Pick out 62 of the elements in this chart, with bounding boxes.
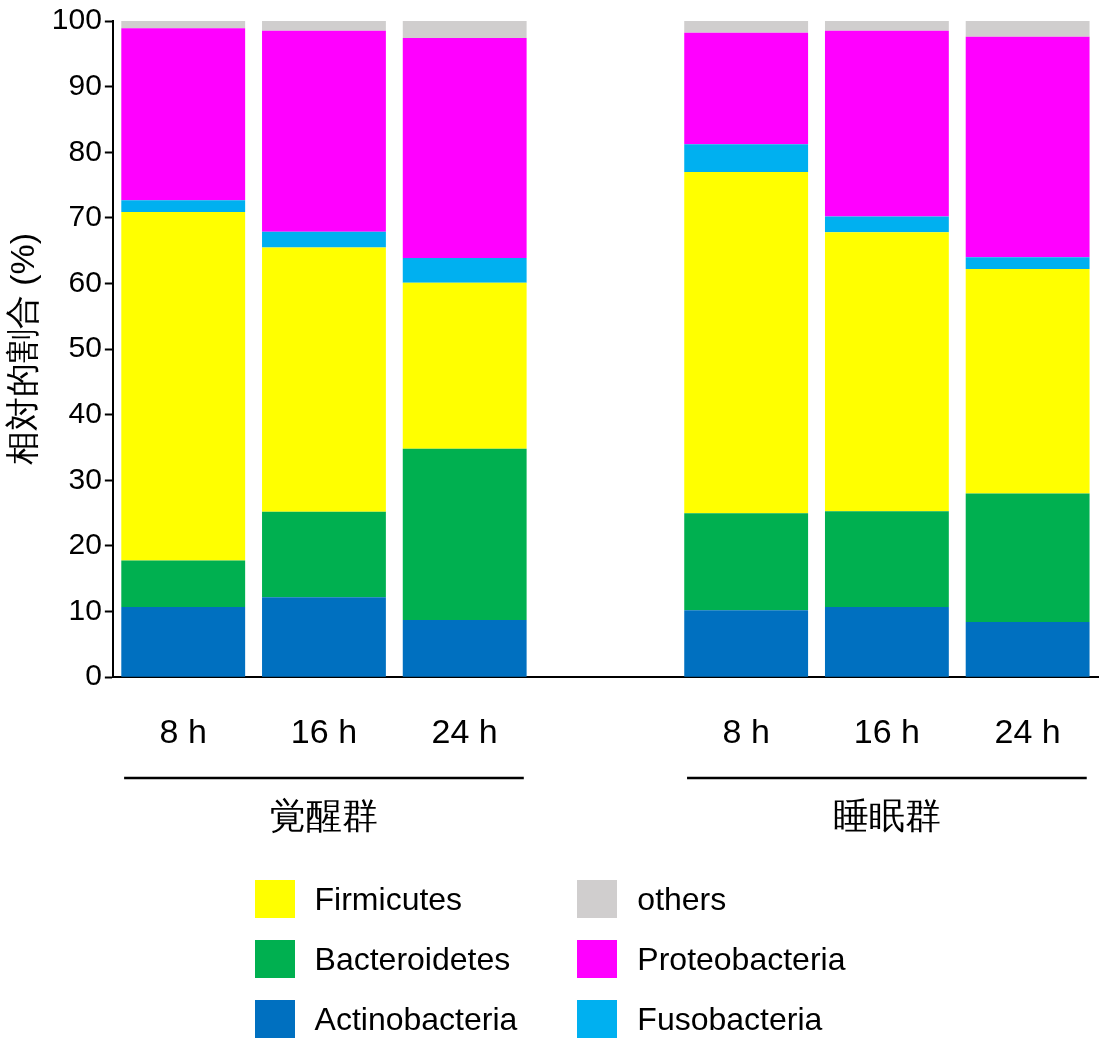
bar [402, 21, 527, 39]
legend-label: Fusobacteria [637, 1000, 823, 1038]
y-tick-label: 0 [85, 658, 102, 692]
bar [965, 622, 1090, 677]
bar [965, 269, 1090, 494]
bar [824, 216, 949, 233]
y-tick-label: 80 [68, 133, 102, 167]
y-tick-label: 60 [68, 264, 102, 298]
bar [402, 257, 527, 283]
x-tick-label: 24 h [431, 711, 498, 750]
bar [684, 21, 809, 33]
bar [684, 171, 809, 514]
bar [684, 144, 809, 172]
bar [402, 620, 527, 677]
bar [824, 30, 949, 217]
x-tick-label: 24 h [994, 711, 1061, 750]
y-tick-label: 50 [68, 330, 102, 364]
x-tick-label: 8 h [159, 711, 207, 750]
legend-label: others [637, 880, 727, 918]
bar [121, 560, 246, 607]
bar [824, 232, 949, 512]
x-tick-label: 8 h [722, 711, 770, 750]
y-axis-title: 相対的割合 (%) [2, 232, 41, 466]
bar [824, 606, 949, 677]
legend-label: Actinobacteria [314, 1000, 518, 1038]
legend-label: Proteobacteria [637, 940, 846, 978]
bar [965, 21, 1090, 37]
bar [262, 597, 386, 677]
y-tick-label: 10 [68, 592, 102, 626]
bar [684, 513, 809, 611]
y-tick-label: 40 [68, 395, 102, 429]
bar [684, 610, 809, 677]
text: 覚醒群 [269, 794, 378, 836]
x-tick-label: 16 h [290, 711, 358, 750]
bar [121, 21, 246, 29]
bar [262, 231, 386, 248]
text: 睡眠群 [832, 794, 941, 836]
y-tick-label: 100 [51, 2, 102, 36]
bar [262, 511, 386, 598]
bar [965, 257, 1090, 270]
bar [121, 200, 246, 212]
bar [121, 606, 246, 677]
legend-label: Bacteroidetes [314, 940, 511, 978]
bar [402, 282, 527, 449]
bar [684, 32, 809, 145]
bar [262, 21, 386, 31]
y-tick-label: 30 [68, 461, 102, 495]
y-tick-label: 90 [68, 67, 102, 101]
bar [402, 448, 527, 621]
bar [121, 28, 246, 201]
bar [121, 211, 246, 561]
bar [824, 21, 949, 31]
legend-label: Firmicutes [314, 880, 463, 918]
bar [402, 38, 527, 258]
y-tick-label: 70 [68, 199, 102, 233]
y-tick-label: 20 [68, 527, 102, 561]
bar [824, 511, 949, 607]
bar [965, 36, 1090, 258]
bar [965, 493, 1090, 623]
x-tick-label: 16 h [853, 711, 920, 750]
bar [262, 247, 386, 512]
bar [262, 30, 386, 232]
